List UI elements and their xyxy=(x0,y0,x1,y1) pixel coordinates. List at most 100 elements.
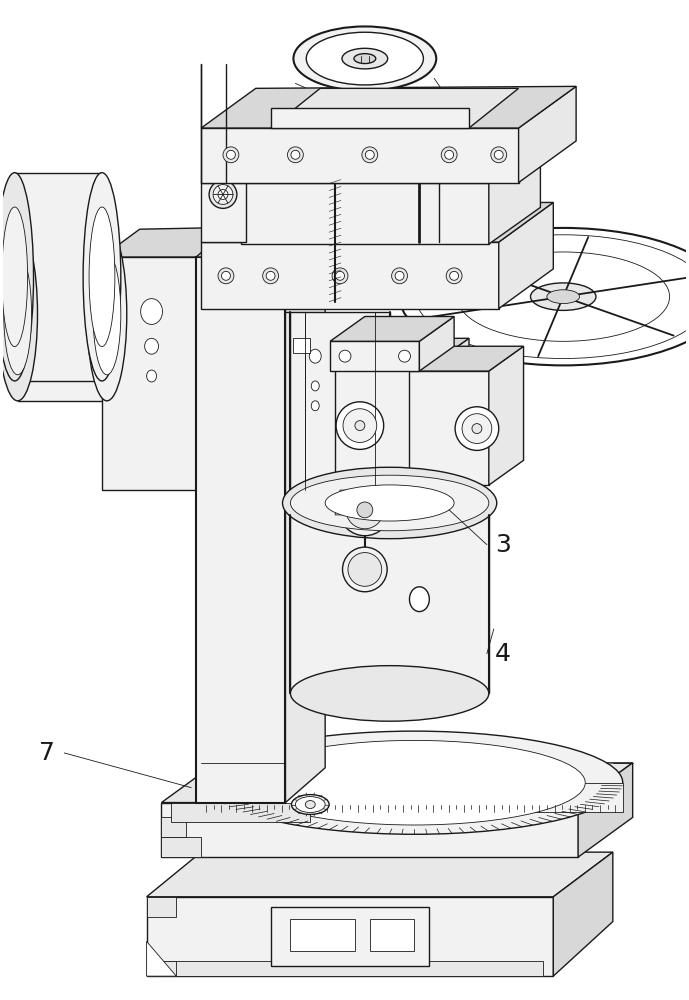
Ellipse shape xyxy=(311,401,319,411)
Ellipse shape xyxy=(291,666,489,721)
Polygon shape xyxy=(196,222,325,257)
Ellipse shape xyxy=(450,271,459,280)
Ellipse shape xyxy=(218,268,234,284)
Polygon shape xyxy=(578,763,633,857)
Ellipse shape xyxy=(455,407,499,450)
Polygon shape xyxy=(201,202,553,242)
Ellipse shape xyxy=(355,421,365,431)
Ellipse shape xyxy=(357,502,373,518)
Ellipse shape xyxy=(343,409,377,442)
Polygon shape xyxy=(489,146,540,244)
Polygon shape xyxy=(201,227,241,490)
Ellipse shape xyxy=(93,253,121,375)
Ellipse shape xyxy=(400,228,689,365)
Ellipse shape xyxy=(89,207,115,347)
Polygon shape xyxy=(335,366,429,490)
Ellipse shape xyxy=(2,207,28,347)
Ellipse shape xyxy=(409,587,429,612)
Ellipse shape xyxy=(336,271,344,280)
Text: 4: 4 xyxy=(495,642,511,666)
Polygon shape xyxy=(147,852,613,897)
Polygon shape xyxy=(201,183,246,242)
Ellipse shape xyxy=(362,147,378,163)
Polygon shape xyxy=(161,817,186,837)
Ellipse shape xyxy=(223,147,239,163)
Ellipse shape xyxy=(472,424,482,434)
Polygon shape xyxy=(156,961,544,976)
Ellipse shape xyxy=(0,227,37,401)
Ellipse shape xyxy=(291,150,300,159)
Ellipse shape xyxy=(3,253,32,375)
Ellipse shape xyxy=(441,147,457,163)
Polygon shape xyxy=(271,108,469,128)
Ellipse shape xyxy=(444,150,453,159)
Text: 3: 3 xyxy=(495,533,511,557)
Ellipse shape xyxy=(141,299,163,324)
Ellipse shape xyxy=(354,54,376,64)
Ellipse shape xyxy=(342,547,387,592)
Ellipse shape xyxy=(282,467,497,539)
Ellipse shape xyxy=(348,553,382,586)
Ellipse shape xyxy=(398,350,411,362)
Polygon shape xyxy=(291,312,390,510)
Ellipse shape xyxy=(416,235,689,359)
Polygon shape xyxy=(102,227,241,257)
Ellipse shape xyxy=(332,268,348,284)
Polygon shape xyxy=(172,803,310,822)
Polygon shape xyxy=(206,783,623,812)
Polygon shape xyxy=(241,183,489,244)
Polygon shape xyxy=(420,316,454,371)
Ellipse shape xyxy=(311,381,319,391)
Polygon shape xyxy=(285,222,325,803)
Polygon shape xyxy=(271,907,429,966)
Polygon shape xyxy=(201,128,519,183)
Ellipse shape xyxy=(309,349,321,363)
Ellipse shape xyxy=(395,271,404,280)
Polygon shape xyxy=(429,338,469,490)
Ellipse shape xyxy=(227,150,236,159)
Ellipse shape xyxy=(346,491,384,529)
Ellipse shape xyxy=(336,402,384,449)
Polygon shape xyxy=(409,346,524,371)
Ellipse shape xyxy=(0,173,34,381)
Ellipse shape xyxy=(266,271,275,280)
Polygon shape xyxy=(370,919,414,951)
Polygon shape xyxy=(161,763,633,803)
Polygon shape xyxy=(271,88,519,128)
Polygon shape xyxy=(201,242,499,309)
Polygon shape xyxy=(489,346,524,485)
Ellipse shape xyxy=(218,190,228,199)
Text: 7: 7 xyxy=(39,741,55,765)
Ellipse shape xyxy=(365,150,374,159)
Ellipse shape xyxy=(462,414,492,443)
Polygon shape xyxy=(147,941,176,976)
Polygon shape xyxy=(335,338,469,366)
Ellipse shape xyxy=(294,26,436,91)
Polygon shape xyxy=(330,341,420,371)
Ellipse shape xyxy=(491,147,506,163)
Ellipse shape xyxy=(339,350,351,362)
Polygon shape xyxy=(291,919,355,951)
Ellipse shape xyxy=(446,268,462,284)
Polygon shape xyxy=(201,158,276,183)
Ellipse shape xyxy=(547,290,579,304)
Ellipse shape xyxy=(391,268,407,284)
Polygon shape xyxy=(201,86,576,128)
Ellipse shape xyxy=(213,185,233,204)
Ellipse shape xyxy=(342,48,388,69)
Ellipse shape xyxy=(305,801,316,808)
Ellipse shape xyxy=(145,338,158,354)
Polygon shape xyxy=(409,371,489,485)
Ellipse shape xyxy=(263,268,278,284)
Ellipse shape xyxy=(296,797,325,812)
Ellipse shape xyxy=(221,271,230,280)
Polygon shape xyxy=(147,961,176,976)
Ellipse shape xyxy=(147,370,156,382)
Ellipse shape xyxy=(531,283,596,310)
Polygon shape xyxy=(161,803,578,857)
Polygon shape xyxy=(18,227,107,401)
Ellipse shape xyxy=(339,484,391,536)
Polygon shape xyxy=(102,257,201,490)
Ellipse shape xyxy=(83,173,121,381)
Polygon shape xyxy=(335,490,395,515)
